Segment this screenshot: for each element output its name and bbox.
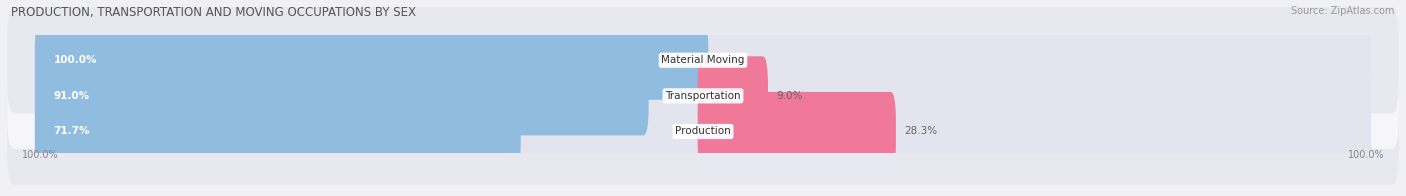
FancyBboxPatch shape <box>7 7 1399 113</box>
Text: Production: Production <box>675 126 731 136</box>
FancyBboxPatch shape <box>35 21 1371 100</box>
Text: PRODUCTION, TRANSPORTATION AND MOVING OCCUPATIONS BY SEX: PRODUCTION, TRANSPORTATION AND MOVING OC… <box>11 6 416 19</box>
Text: Material Moving: Material Moving <box>661 55 745 65</box>
Text: 100.0%: 100.0% <box>22 150 59 160</box>
FancyBboxPatch shape <box>7 43 1399 149</box>
Text: 28.3%: 28.3% <box>904 126 936 136</box>
FancyBboxPatch shape <box>7 78 1399 185</box>
Text: Transportation: Transportation <box>665 91 741 101</box>
FancyBboxPatch shape <box>35 21 709 100</box>
Text: 9.0%: 9.0% <box>776 91 803 101</box>
FancyBboxPatch shape <box>35 92 520 171</box>
Text: 100.0%: 100.0% <box>53 55 97 65</box>
Text: Source: ZipAtlas.com: Source: ZipAtlas.com <box>1291 6 1395 16</box>
Legend: Male, Female: Male, Female <box>647 194 759 196</box>
FancyBboxPatch shape <box>35 56 1371 135</box>
FancyBboxPatch shape <box>697 92 896 171</box>
Text: 71.7%: 71.7% <box>53 126 90 136</box>
FancyBboxPatch shape <box>35 56 648 135</box>
FancyBboxPatch shape <box>697 56 768 135</box>
Text: 91.0%: 91.0% <box>53 91 90 101</box>
FancyBboxPatch shape <box>35 92 1371 171</box>
Text: 0.0%: 0.0% <box>716 55 742 65</box>
Text: 100.0%: 100.0% <box>1347 150 1384 160</box>
